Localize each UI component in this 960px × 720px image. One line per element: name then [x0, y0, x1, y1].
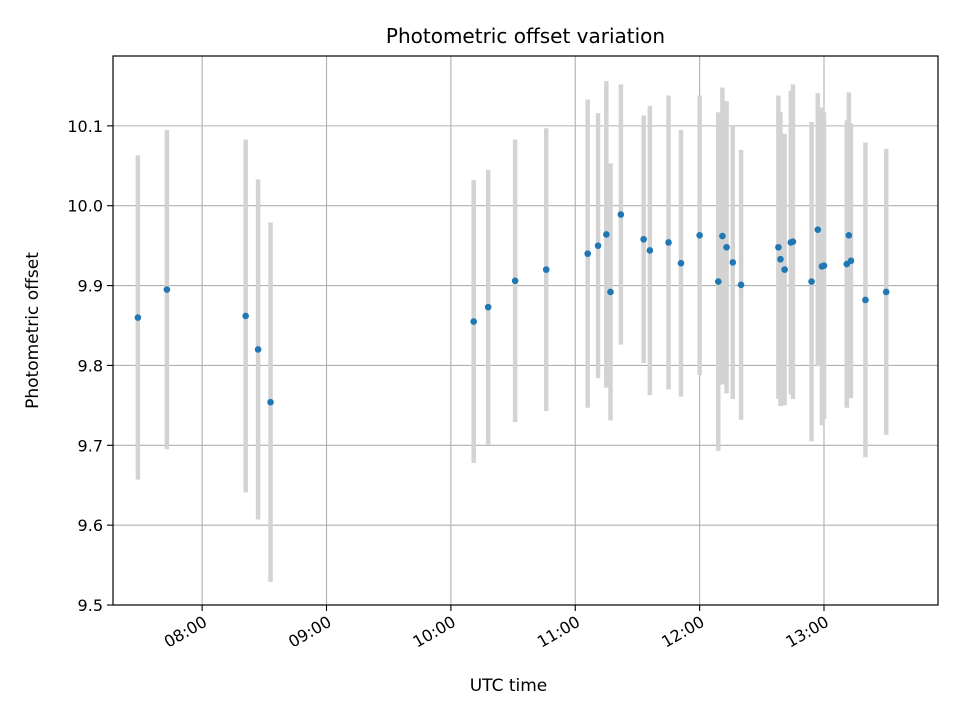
data-point: [719, 232, 726, 240]
data-point: [882, 288, 890, 296]
y-tick-label: 9.8: [78, 356, 103, 375]
data-point: [484, 303, 492, 311]
data-point: [714, 278, 722, 285]
data-point: [862, 296, 869, 304]
data-point: [789, 238, 797, 245]
y-tick-label: 9.9: [78, 277, 103, 296]
data-point: [134, 314, 142, 321]
data-point: [640, 235, 647, 243]
data-point: [603, 231, 610, 238]
y-axis-ticks: 9.5 9.6 9.7 9.8 9.9 10.0 10.1: [67, 117, 113, 615]
data-point: [594, 242, 602, 249]
plot-frame: [112, 55, 939, 606]
data-point: [808, 278, 815, 285]
y-tick-label: 9.5: [78, 596, 103, 615]
data-point: [542, 266, 550, 273]
data-point: [696, 231, 703, 239]
data-points: [134, 211, 890, 406]
y-tick-label: 9.7: [78, 436, 103, 455]
data-point: [820, 262, 828, 269]
data-point: [470, 318, 477, 325]
data-point: [777, 255, 784, 263]
data-point: [511, 277, 519, 285]
y-axis-title: Photometric offset: [23, 252, 43, 409]
data-point: [242, 312, 249, 320]
data-point: [814, 226, 822, 233]
data-point: [254, 346, 262, 353]
data-point: [617, 211, 625, 218]
data-point: [646, 247, 654, 254]
data-point: [584, 250, 591, 257]
grid-lines: [113, 56, 938, 606]
data-point: [163, 286, 171, 293]
y-tick-label: 10.0: [67, 197, 103, 216]
data-point: [723, 243, 730, 251]
data-point: [607, 288, 614, 296]
data-point: [737, 281, 745, 289]
data-point: [267, 398, 274, 406]
y-tick-label: 9.6: [78, 516, 103, 535]
data-point: [781, 266, 788, 273]
data-point: [729, 259, 737, 266]
data-point: [845, 231, 853, 239]
y-tick-label: 10.1: [67, 117, 103, 136]
x-axis-title: UTC time: [470, 676, 548, 696]
data-point: [677, 259, 685, 267]
data-point: [775, 243, 782, 251]
data-point: [847, 257, 855, 265]
chart-title: Photometric offset variation: [386, 24, 665, 48]
data-point: [665, 239, 672, 246]
